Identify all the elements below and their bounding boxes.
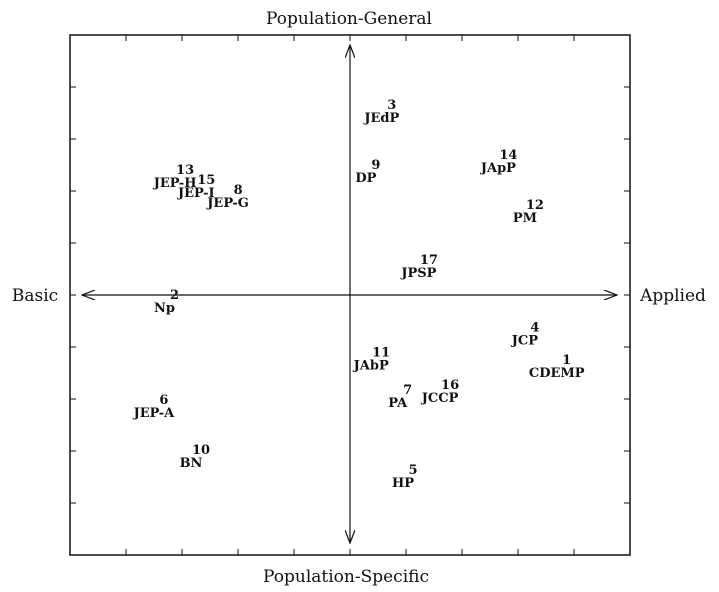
point-code-label: PM <box>513 211 537 226</box>
point-number-label: 9 <box>371 158 380 173</box>
point-code-label: PA <box>388 396 408 411</box>
point-number-label: 12 <box>526 198 544 213</box>
data-point: 5HP <box>392 463 418 491</box>
point-code-label: DP <box>355 171 376 186</box>
point-code-label: JEP-I <box>177 186 215 201</box>
point-number-label: 10 <box>192 443 210 458</box>
data-point: 7PA <box>388 383 412 411</box>
point-number-label: 7 <box>403 383 412 398</box>
bottom-axis-label: Population-Specific <box>263 567 429 587</box>
point-code-label: JPSP <box>400 266 436 281</box>
point-number-label: 11 <box>372 346 390 361</box>
point-number-label: 6 <box>159 393 168 408</box>
point-code-label: JEP-H <box>153 176 197 191</box>
data-point: 9DP <box>355 158 380 186</box>
point-number-label: 3 <box>387 98 396 113</box>
point-number-label: 5 <box>408 463 417 478</box>
point-code-label: Np <box>154 301 175 316</box>
point-code-label: BN <box>180 456 203 471</box>
point-number-label: 15 <box>197 173 215 188</box>
point-code-label: JApP <box>480 161 516 176</box>
point-code-label: JCP <box>511 334 538 349</box>
point-number-label: 1 <box>562 353 571 368</box>
point-number-label: 4 <box>530 321 539 336</box>
axis-ticks <box>70 35 630 555</box>
point-number-label: 13 <box>176 163 194 178</box>
point-number-label: 16 <box>441 378 459 393</box>
point-code-label: JCCP <box>421 391 459 406</box>
right-axis-label: Applied <box>639 286 706 306</box>
point-number-label: 8 <box>234 183 243 198</box>
point-code-label: JAbP <box>353 359 389 374</box>
point-code-label: JEdP <box>363 111 399 126</box>
point-code-label: JEP-A <box>133 406 176 421</box>
top-axis-label: Population-General <box>266 9 432 29</box>
point-number-label: 14 <box>499 148 517 163</box>
data-point: 2Np <box>154 288 179 316</box>
point-code-label: HP <box>392 476 414 491</box>
left-axis-label: Basic <box>12 286 58 306</box>
point-code-label: CDEMP <box>529 366 585 381</box>
point-code-label: JEP-G <box>206 196 249 211</box>
point-number-label: 17 <box>420 253 438 268</box>
point-number-label: 2 <box>170 288 179 303</box>
